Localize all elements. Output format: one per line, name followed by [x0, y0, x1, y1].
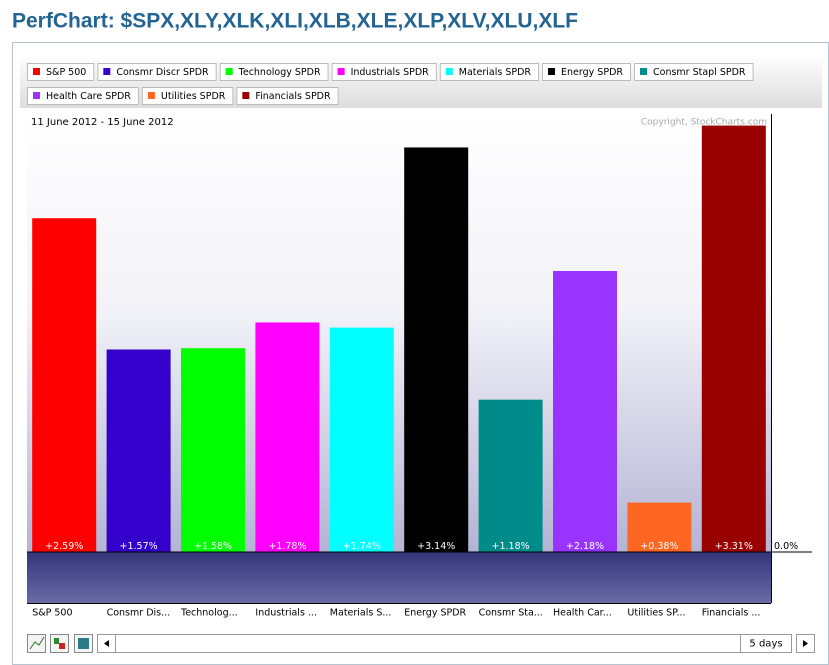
legend-label: Financials SPDR: [255, 91, 331, 102]
y-tick-label: 0.0%: [774, 541, 798, 552]
legend-label: Consmr Stapl SPDR: [653, 67, 746, 78]
value-label: +1.78%: [268, 541, 306, 552]
x-tick-label: S&P 500: [32, 608, 72, 619]
legend-item[interactable]: Health Care SPDR: [27, 87, 139, 105]
legend-swatch: [103, 68, 111, 75]
chart-title: PerfChart: $SPX,XLY,XLK,XLI,XLB,XLE,XLP,…: [12, 10, 578, 33]
icon: [803, 640, 808, 647]
x-tick-label: Energy SPDR: [404, 608, 466, 619]
legend-item[interactable]: Materials SPDR: [439, 63, 540, 81]
legend-button: [141, 87, 234, 105]
x-tick-label: Materials S...: [330, 608, 392, 619]
value-label: +1.74%: [343, 541, 381, 552]
icon: [104, 640, 109, 647]
value-label: +2.59%: [45, 541, 83, 552]
x-tick-label: Industrials ...: [255, 608, 317, 619]
bar: [478, 399, 543, 552]
value-label: +1.58%: [194, 541, 232, 552]
x-tick-label: Utilities SP...: [627, 608, 685, 619]
copyright: Copyright, StockCharts.com: [641, 118, 767, 128]
legend-button: [331, 63, 437, 81]
value-label: +3.14%: [417, 541, 455, 552]
x-tick-label: Consmr Sta...: [479, 608, 543, 619]
plot-lower: [27, 551, 771, 603]
plot-background: [27, 114, 772, 604]
legend-item[interactable]: Utilities SPDR: [141, 87, 234, 105]
legend-item[interactable]: Energy SPDR: [542, 63, 631, 81]
bar: [329, 327, 394, 552]
bar: [553, 270, 617, 552]
bar: [106, 349, 171, 552]
legend-label: S&P 500: [46, 67, 86, 78]
icon: [29, 636, 45, 650]
legend-label: Consmr Discr SPDR: [116, 67, 209, 78]
value-label: +2.18%: [566, 541, 604, 552]
legend-label: Health Care SPDR: [46, 91, 131, 102]
bar: [701, 125, 766, 552]
legend-swatch: [337, 68, 345, 75]
legend-item[interactable]: Technology SPDR: [219, 63, 329, 81]
legend-swatch: [640, 68, 647, 75]
bar: [404, 147, 469, 552]
value-label: +1.18%: [492, 541, 530, 552]
legend-button: [439, 63, 540, 81]
bar: [627, 502, 692, 552]
icon: [54, 638, 59, 644]
value-label: +3.31%: [715, 541, 753, 552]
legend-item[interactable]: Consmr Stapl SPDR: [634, 63, 754, 81]
legend-label: Utilities SPDR: [161, 91, 226, 102]
legend-label: Technology SPDR: [238, 67, 321, 78]
period: 5 days: [749, 639, 782, 650]
legend-label: Energy SPDR: [561, 67, 623, 78]
legend-swatch: [33, 68, 40, 75]
x-tick-label: Technolog...: [180, 608, 238, 619]
legend-button: [634, 63, 754, 81]
legend-button: [236, 87, 339, 105]
x-tick-label: Financials ...: [702, 608, 761, 619]
legend-button: [219, 63, 329, 81]
icon: [59, 643, 65, 649]
legend-swatch: [33, 92, 40, 99]
legend-swatch: [225, 68, 233, 75]
value-label: +0.38%: [640, 541, 678, 552]
legend-item[interactable]: Industrials SPDR: [331, 63, 437, 81]
toolbar: 5 days: [27, 634, 815, 653]
legend-button: [97, 63, 217, 81]
bar: [255, 322, 320, 552]
legend-label: Materials SPDR: [459, 67, 532, 78]
icon: [78, 638, 89, 649]
value-label: +1.57%: [120, 541, 158, 552]
legend-button: [27, 87, 139, 105]
bar: [181, 348, 245, 552]
period-select[interactable]: [740, 634, 792, 653]
legend-button: [27, 63, 95, 81]
legend-swatch: [445, 68, 453, 75]
x-tick-label: Consmr Dis...: [107, 608, 171, 619]
date-range: 11 June 2012 - 15 June 2012: [31, 117, 174, 128]
legend-swatch: [242, 92, 250, 99]
bar: [32, 218, 97, 552]
legend-button: [542, 63, 631, 81]
legend-swatch: [147, 92, 155, 99]
legend-item[interactable]: Financials SPDR: [236, 87, 339, 105]
legend-item[interactable]: Consmr Discr SPDR: [97, 63, 217, 81]
legend-item[interactable]: S&P 500: [27, 63, 95, 81]
legend-label: Industrials SPDR: [351, 67, 430, 78]
scrollbar[interactable]: [115, 634, 741, 653]
x-tick-label: Health Car...: [553, 608, 612, 619]
legend-swatch: [548, 68, 556, 75]
